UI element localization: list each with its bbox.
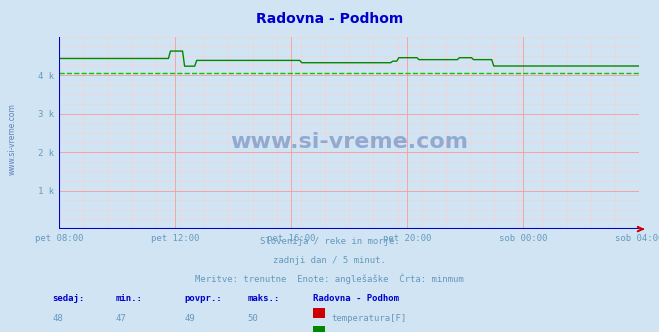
Text: sedaj:: sedaj: — [53, 294, 85, 303]
Text: 49: 49 — [185, 314, 195, 323]
Text: Slovenija / reke in morje.: Slovenija / reke in morje. — [260, 237, 399, 246]
Text: povpr.:: povpr.: — [185, 294, 222, 303]
Text: 47: 47 — [115, 314, 126, 323]
Text: www.si-vreme.com: www.si-vreme.com — [230, 132, 469, 152]
Text: 50: 50 — [247, 314, 258, 323]
Text: min.:: min.: — [115, 294, 142, 303]
Text: Radovna - Podhom: Radovna - Podhom — [256, 12, 403, 26]
Text: www.si-vreme.com: www.si-vreme.com — [8, 104, 17, 175]
Text: 48: 48 — [53, 314, 63, 323]
Text: Meritve: trenutne  Enote: anglešaške  Črta: minmum: Meritve: trenutne Enote: anglešaške Črta… — [195, 274, 464, 285]
Text: zadnji dan / 5 minut.: zadnji dan / 5 minut. — [273, 256, 386, 265]
Text: temperatura[F]: temperatura[F] — [331, 314, 407, 323]
Text: maks.:: maks.: — [247, 294, 279, 303]
Text: Radovna - Podhom: Radovna - Podhom — [313, 294, 399, 303]
